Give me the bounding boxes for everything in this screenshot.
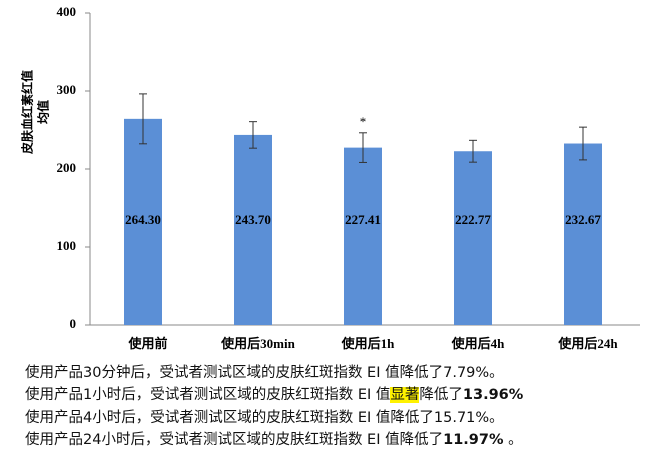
value-label: 222.77 — [455, 212, 491, 227]
note-text: 。 — [503, 431, 523, 448]
bar — [344, 147, 382, 325]
x-tick-label: 使用后4h — [451, 336, 506, 351]
x-tick-label: 使用后24h — [557, 336, 618, 351]
note-text: 使用产品1小时后，受试者测试区域的皮肤红斑指数 EI 值 — [25, 387, 391, 404]
value-label: 264.30 — [125, 212, 161, 227]
y-tick-label: 200 — [57, 160, 77, 175]
bar — [454, 151, 492, 325]
note-line: 使用产品30分钟后，受试者测试区域的皮肤红斑指数 EI 值降低了7.79%。 — [25, 362, 523, 384]
note-text: 使用产品24小时后，受试者测试区域的皮肤红斑指数 EI 值降低了 — [25, 431, 444, 448]
note-text: 显著 — [390, 387, 420, 404]
note-text: 降低了 — [419, 387, 463, 404]
x-tick-label: 使用后1h — [341, 336, 396, 351]
y-tick-label: 300 — [57, 82, 77, 97]
y-axis-label: 皮肤血红素红值 — [20, 70, 35, 155]
y-tick-label: 100 — [57, 238, 77, 253]
annotation: * — [360, 114, 367, 129]
y-tick-label: 0 — [70, 316, 77, 331]
note-line: 使用产品24小时后，受试者测试区域的皮肤红斑指数 EI 值降低了11.97% 。 — [25, 429, 523, 451]
bar — [234, 134, 272, 325]
x-tick-label: 使用后30min — [220, 336, 295, 351]
note-line: 使用产品1小时后，受试者测试区域的皮肤红斑指数 EI 值显著降低了13.96% — [25, 384, 523, 406]
value-label: 227.41 — [345, 212, 381, 227]
y-tick-label: 400 — [57, 4, 77, 19]
note-text: 使用产品4小时后，受试者测试区域的皮肤红斑指数 EI 值降低了15.71%。 — [25, 409, 504, 426]
note-text: 13.96% — [462, 387, 524, 404]
notes: 使用产品30分钟后，受试者测试区域的皮肤红斑指数 EI 值降低了7.79%。 使用… — [25, 362, 523, 451]
note-text: 使用产品30分钟后，受试者测试区域的皮肤红斑指数 EI 值降低了7.79%。 — [25, 365, 504, 381]
x-tick-label: 使用前 — [127, 336, 167, 351]
bar — [124, 118, 162, 325]
chart: 0 100 200 300 400 皮肤血红素红值 均值 264.30 使用前 243.70 使用后… — [20, 4, 640, 351]
y-axis-label: 均值 — [36, 100, 51, 124]
value-label: 232.67 — [565, 212, 601, 227]
bar — [564, 143, 602, 325]
value-label: 243.70 — [235, 212, 271, 227]
note-text: 11.97% — [443, 431, 504, 448]
note-line: 使用产品4小时后，受试者测试区域的皮肤红斑指数 EI 值降低了15.71%。 — [25, 407, 523, 429]
